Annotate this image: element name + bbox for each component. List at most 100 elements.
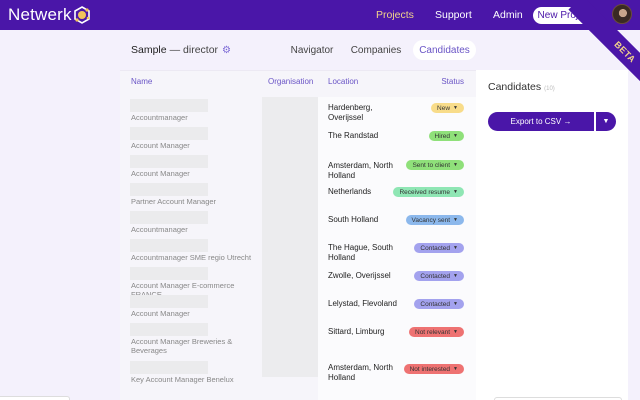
candidates-table: Name Organisation Location Status Accoun… — [120, 70, 476, 400]
table-row[interactable]: Account Manager Breweries & Beverages Si… — [120, 323, 476, 359]
status-label: Vacancy sent — [411, 216, 451, 224]
candidate-location: The Hague, South Holland — [328, 243, 393, 262]
candidate-location: Zwolle, Overijssel — [328, 271, 391, 280]
sidebar-input[interactable] — [494, 397, 622, 400]
nav-support[interactable]: Support — [435, 9, 472, 21]
status-label: Contacted — [420, 272, 451, 280]
candidate-location: Sittard, Limburg — [328, 327, 385, 336]
table-row[interactable]: Accountmanager Hardenberg, Overijssel Ne… — [120, 99, 476, 127]
caret-down-icon: ▼ — [602, 118, 610, 125]
status-dropdown[interactable]: Not relevant ▼ — [409, 327, 464, 337]
candidate-title: Account Manager Breweries & Beverages — [131, 337, 233, 355]
status-dropdown[interactable]: Vacancy sent ▼ — [405, 215, 464, 225]
caret-down-icon: ▼ — [453, 245, 458, 251]
candidate-count: (10) — [544, 86, 555, 92]
status-dropdown[interactable]: Received resume ▼ — [393, 187, 464, 197]
status-label: Not interested — [409, 365, 451, 373]
candidate-title: Accountmanager — [131, 225, 188, 234]
status-label: New — [437, 104, 451, 112]
column-header-organisation[interactable]: Organisation — [268, 77, 314, 86]
candidate-name-redacted — [130, 361, 208, 374]
export-options-dropdown[interactable]: ▼ — [596, 112, 616, 131]
caret-down-icon: ▼ — [453, 105, 458, 111]
table-row[interactable]: Account Manager The Randstad Hired ▼ — [120, 127, 476, 155]
status-dropdown[interactable]: Contacted ▼ — [414, 243, 464, 253]
status-dropdown[interactable]: Sent to client ▼ — [406, 160, 464, 170]
status-label: Contacted — [420, 244, 451, 252]
nav-admin[interactable]: Admin — [493, 9, 523, 21]
status-label: Sent to client — [412, 161, 451, 169]
caret-down-icon: ▼ — [453, 133, 458, 139]
candidate-location: Amsterdam, North Holland — [328, 161, 393, 180]
candidate-name-redacted — [130, 239, 208, 252]
candidate-location: The Randstad — [328, 131, 379, 140]
status-label: Not relevant — [415, 328, 451, 336]
status-dropdown[interactable]: New ▼ — [431, 103, 464, 113]
project-name: Sample — [131, 44, 167, 56]
hexagon-ai-icon — [73, 6, 91, 24]
column-header-location[interactable]: Location — [328, 77, 359, 86]
status-dropdown[interactable]: Contacted ▼ — [414, 299, 464, 309]
candidate-name-redacted — [130, 323, 208, 336]
sidebar-title: Candidates (10) — [488, 81, 555, 93]
table-row[interactable]: Accountmanager South Holland Vacancy sen… — [120, 211, 476, 239]
project-title: Sample — director ⚙ — [131, 40, 231, 60]
candidate-location: Netherlands — [328, 187, 372, 196]
export-csv-button[interactable]: Export to CSV → — [488, 112, 594, 131]
table-row[interactable]: Account Manager Amsterdam, North Holland… — [120, 155, 476, 183]
status-dropdown[interactable]: Not interested ▼ — [403, 364, 464, 374]
table-row[interactable]: Account Manager Lelystad, Flevoland Cont… — [120, 295, 476, 323]
project-role: — director — [169, 44, 219, 56]
status-dropdown[interactable]: Hired ▼ — [428, 131, 464, 141]
table-row[interactable]: Partner Account Manager Netherlands Rece… — [120, 183, 476, 211]
table-row[interactable]: Key Account Manager Benelux Amsterdam, N… — [120, 361, 476, 389]
caret-down-icon: ▼ — [453, 217, 458, 223]
status-label: Hired — [434, 132, 451, 140]
caret-down-icon: ▼ — [453, 162, 458, 168]
candidate-name-redacted — [130, 155, 208, 168]
candidate-title: Account Manager — [131, 141, 190, 150]
gear-icon[interactable]: ⚙ — [222, 44, 232, 56]
candidate-title: Partner Account Manager — [131, 197, 217, 206]
table-row[interactable]: Accountmanager SME regio Utrecht The Hag… — [120, 239, 476, 267]
caret-down-icon: ▼ — [453, 273, 458, 279]
candidate-name-redacted — [130, 183, 208, 196]
avatar[interactable] — [612, 4, 632, 24]
status-label: Received resume — [399, 188, 451, 196]
caret-down-icon: ▼ — [453, 366, 458, 372]
candidate-location: Lelystad, Flevoland — [328, 299, 397, 308]
candidate-title: Key Account Manager Benelux — [131, 375, 234, 384]
column-header-status[interactable]: Status — [441, 77, 464, 86]
candidate-name-redacted — [130, 295, 208, 308]
column-header-name[interactable]: Name — [131, 77, 153, 86]
candidate-title: Accountmanager — [131, 113, 188, 122]
top-navbar: Netwerk Projects Support Admin New Proje… — [0, 0, 640, 30]
nav-projects[interactable]: Projects — [376, 9, 414, 21]
organisation-column — [262, 97, 318, 377]
candidates-sidebar: Candidates (10) Export to CSV → ▼ — [476, 70, 628, 400]
candidate-name-redacted — [130, 99, 208, 112]
status-dropdown[interactable]: Contacted ▼ — [414, 271, 464, 281]
candidate-name-redacted — [130, 127, 208, 140]
tab-navigator[interactable]: Navigator — [290, 44, 334, 56]
table-row[interactable]: Account Manager E-commerce FRANCE Zwolle… — [120, 267, 476, 299]
candidate-location: South Holland — [328, 215, 379, 224]
logo-text: Netwerk — [8, 5, 72, 24]
caret-down-icon: ▼ — [453, 189, 458, 195]
candidate-title: Account Manager — [131, 169, 190, 178]
candidate-name-redacted — [130, 267, 208, 280]
candidate-title: Account Manager E-commerce FRANCE — [131, 281, 235, 299]
candidate-location: Amsterdam, North Holland — [328, 363, 393, 382]
candidate-title: Account Manager — [131, 309, 190, 318]
candidate-name-redacted — [130, 211, 208, 224]
bottom-left-panel-edge — [0, 396, 70, 400]
logo[interactable]: Netwerk — [8, 5, 91, 25]
caret-down-icon: ▼ — [453, 329, 458, 335]
status-label: Contacted — [420, 300, 451, 308]
tab-companies[interactable]: Companies — [350, 44, 402, 56]
caret-down-icon: ▼ — [453, 301, 458, 307]
candidate-title: Accountmanager SME regio Utrecht — [131, 253, 252, 262]
sidebar-title-text: Candidates — [488, 81, 542, 93]
candidate-location: Hardenberg, Overijssel — [328, 103, 373, 122]
tab-candidates[interactable]: Candidates — [413, 40, 476, 60]
